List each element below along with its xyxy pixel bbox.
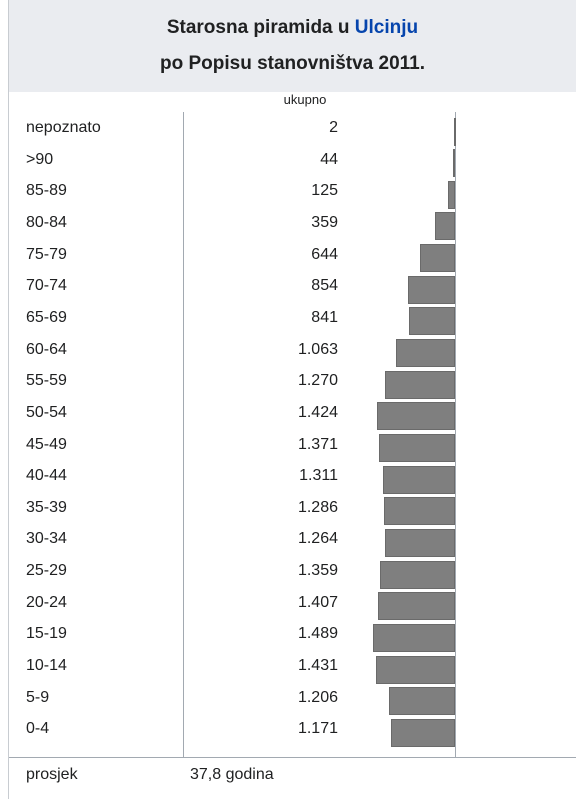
average-label: prosjek	[26, 766, 78, 783]
age-group-label: 80-84	[26, 213, 67, 231]
population-value: 1.063	[297, 340, 338, 358]
population-bar	[390, 718, 455, 747]
population-value: 1.407	[297, 593, 338, 611]
population-bar	[454, 117, 456, 146]
chart-subtitle: po Popisu stanovništva 2011.	[159, 53, 426, 74]
table-header: Starosna piramida u Ulcinju po Popisu st…	[9, 0, 576, 92]
footer-divider	[9, 757, 576, 758]
population-bar	[377, 592, 455, 621]
population-bar	[452, 149, 455, 178]
population-value: 1.371	[297, 435, 338, 453]
population-bar	[384, 497, 455, 526]
population-bar	[396, 339, 455, 368]
age-group-label: 0-4	[26, 720, 50, 738]
population-value: 1.311	[299, 467, 338, 485]
age-group-label: 50-54	[26, 403, 67, 421]
age-group-label: 85-89	[26, 182, 67, 200]
age-group-label: 10-14	[26, 657, 67, 675]
age-group-label: 15-19	[26, 625, 67, 643]
age-group-label: 60-64	[26, 340, 67, 358]
population-value: 1.264	[297, 530, 338, 548]
age-group-label: >90	[26, 150, 54, 168]
population-value: 644	[311, 245, 338, 263]
average-value: 37,8 godina	[190, 766, 274, 783]
population-bar	[408, 307, 455, 336]
age-group-label: 20-24	[26, 593, 67, 611]
age-group-label: 25-29	[26, 562, 67, 580]
table-left-border	[8, 0, 9, 799]
population-bar	[376, 655, 455, 684]
bar-axis-line	[455, 112, 456, 757]
population-value: 1.431	[297, 657, 338, 675]
population-bar	[448, 180, 455, 209]
population-value: 359	[311, 213, 338, 231]
chart-title: Starosna piramida u Ulcinju	[166, 17, 419, 38]
population-value: 1.171	[297, 720, 338, 738]
population-bar	[385, 370, 455, 399]
population-value: 1.489	[297, 625, 338, 643]
age-group-label: 5-9	[26, 688, 50, 706]
population-value: 1.270	[297, 372, 338, 390]
age-group-label: 30-34	[26, 530, 67, 548]
population-value: 1.359	[297, 562, 338, 580]
population-value: 1.206	[297, 688, 338, 706]
population-value: 1.424	[297, 403, 338, 421]
population-bar	[382, 465, 455, 494]
label-divider	[183, 112, 184, 757]
population-bar	[407, 275, 455, 304]
population-bar	[373, 623, 455, 652]
population-bar	[385, 528, 455, 557]
age-group-label: nepoznato	[26, 119, 101, 136]
population-bar	[376, 402, 455, 431]
age-group-label: 75-79	[26, 245, 67, 263]
age-group-label: 55-59	[26, 372, 67, 390]
population-value: 1.286	[297, 498, 338, 516]
population-value: 125	[311, 182, 338, 200]
population-value: 854	[311, 277, 338, 295]
population-bar	[388, 687, 455, 716]
population-value: 2	[329, 119, 338, 136]
population-value: 44	[320, 150, 338, 168]
population-bar	[419, 244, 455, 273]
population-bar	[380, 560, 455, 589]
age-group-label: 35-39	[26, 498, 67, 516]
population-value: 841	[311, 308, 338, 326]
column-header-total: ukupno	[283, 92, 327, 107]
age-group-label: 65-69	[26, 308, 67, 326]
population-bar	[435, 212, 455, 241]
age-group-label: 70-74	[26, 277, 67, 295]
population-bar	[379, 434, 455, 462]
ulcinj-link[interactable]: Ulcinju	[354, 17, 419, 38]
age-group-label: 40-44	[26, 467, 67, 485]
age-group-label: 45-49	[26, 435, 67, 453]
